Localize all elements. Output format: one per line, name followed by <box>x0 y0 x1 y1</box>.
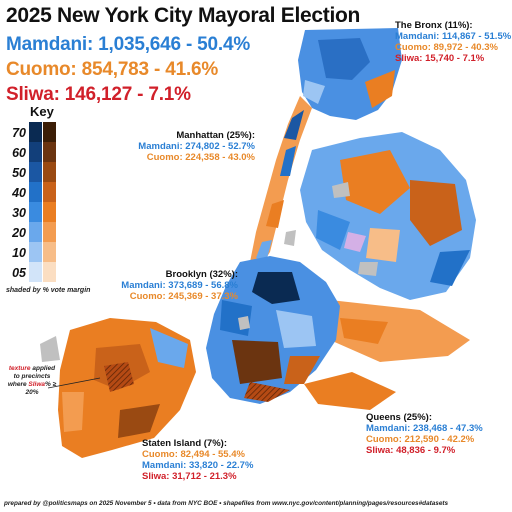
queens-mamdani: Mamdani: 238,468 - 47.3% <box>366 423 483 434</box>
key-swatch-cuomo <box>43 262 56 282</box>
citywide-mamdani: Mamdani: 1,035,646 - 50.4% <box>6 34 251 55</box>
texture-note: texture applied to precincts where Sliwa… <box>6 365 58 397</box>
key-swatch-cuomo <box>43 202 56 222</box>
key-note: shaded by % vote margin <box>6 287 91 294</box>
key-swatch-cuomo <box>43 242 56 262</box>
staten-island-mamdani: Mamdani: 33,820 - 22.7% <box>142 460 254 471</box>
queens-cuomo: Cuomo: 212,590 - 42.2% <box>366 434 475 445</box>
key-level-label: 10 <box>12 246 26 260</box>
texture-word: texture <box>8 365 31 372</box>
brooklyn-results: Brooklyn (32%): Mamdani: 373,689 - 56.8%… <box>88 269 238 302</box>
key-level-label: 60 <box>12 146 26 160</box>
brooklyn-cuomo: Cuomo: 245,369 - 37.3% <box>129 291 238 302</box>
key-swatch-cuomo <box>43 182 56 202</box>
citywide-sliwa: Sliwa: 146,127 - 7.1% <box>6 84 191 105</box>
key-swatch-cuomo <box>43 122 56 142</box>
manhattan-results: Manhattan (25%): Mamdani: 274,802 - 52.7… <box>120 130 255 163</box>
staten-island-results: Staten Island (7%): Cuomo: 82,494 - 55.4… <box>142 438 253 482</box>
bronx-title: The Bronx (11%): <box>395 20 473 31</box>
texture-mid: applied to precincts where <box>7 365 56 388</box>
key-swatch-mamdani <box>29 142 42 162</box>
staten-island-title: Staten Island (7%): <box>142 438 227 449</box>
manhattan-title: Manhattan (25%): <box>176 130 255 141</box>
key-swatch-cuomo <box>43 142 56 162</box>
key-level-label: 05 <box>12 266 26 280</box>
queens-results: Queens (25%): Mamdani: 238,468 - 47.3% C… <box>366 412 483 456</box>
staten-island-sliwa: Sliwa: 31,712 - 21.3% <box>142 471 237 482</box>
manhattan-mamdani: Mamdani: 274,802 - 52.7% <box>138 141 255 152</box>
bronx-cuomo: Cuomo: 89,972 - 40.3% <box>395 42 498 53</box>
brooklyn-mamdani: Mamdani: 373,689 - 56.8% <box>121 280 238 291</box>
texture-name: Sliwa <box>28 381 46 388</box>
key-swatch-cuomo <box>43 222 56 242</box>
map-title: 2025 New York City Mayoral Election <box>6 4 361 27</box>
citywide-cuomo: Cuomo: 854,783 - 41.6% <box>6 59 219 80</box>
bronx-mamdani: Mamdani: 114,867 - 51.5% <box>395 31 512 42</box>
manhattan-area <box>250 96 312 268</box>
key-swatch-mamdani <box>29 122 42 142</box>
brooklyn-title: Brooklyn (32%): <box>165 269 238 280</box>
key-swatches <box>29 122 56 282</box>
bronx-sliwa: Sliwa: 15,740 - 7.1% <box>395 53 485 64</box>
key-level-label: 70 <box>12 126 26 140</box>
key-swatch-mamdani <box>29 262 42 282</box>
key-title: Key <box>30 104 54 119</box>
key-level-label: 40 <box>12 186 26 200</box>
footer-credits: prepared by @politicsmaps on 2025 Novemb… <box>4 500 449 507</box>
texture-post: % ≥ 20% <box>25 381 57 396</box>
bronx-results: The Bronx (11%): Mamdani: 114,867 - 51.5… <box>395 20 511 64</box>
key-swatch-mamdani <box>29 162 42 182</box>
key-swatch-mamdani <box>29 182 42 202</box>
queens-sliwa: Sliwa: 48,836 - 9.7% <box>366 445 456 456</box>
key-level-label: 20 <box>12 226 26 240</box>
queens-title: Queens (25%): <box>366 412 432 423</box>
key-level-label: 30 <box>12 206 26 220</box>
staten-island-cuomo: Cuomo: 82,494 - 55.4% <box>142 449 245 460</box>
key-swatch-mamdani <box>29 242 42 262</box>
key-swatch-cuomo <box>43 162 56 182</box>
key-swatch-mamdani <box>29 202 42 222</box>
key-level-label: 50 <box>12 166 26 180</box>
key-swatch-mamdani <box>29 222 42 242</box>
manhattan-cuomo: Cuomo: 224,358 - 43.0% <box>146 152 255 163</box>
